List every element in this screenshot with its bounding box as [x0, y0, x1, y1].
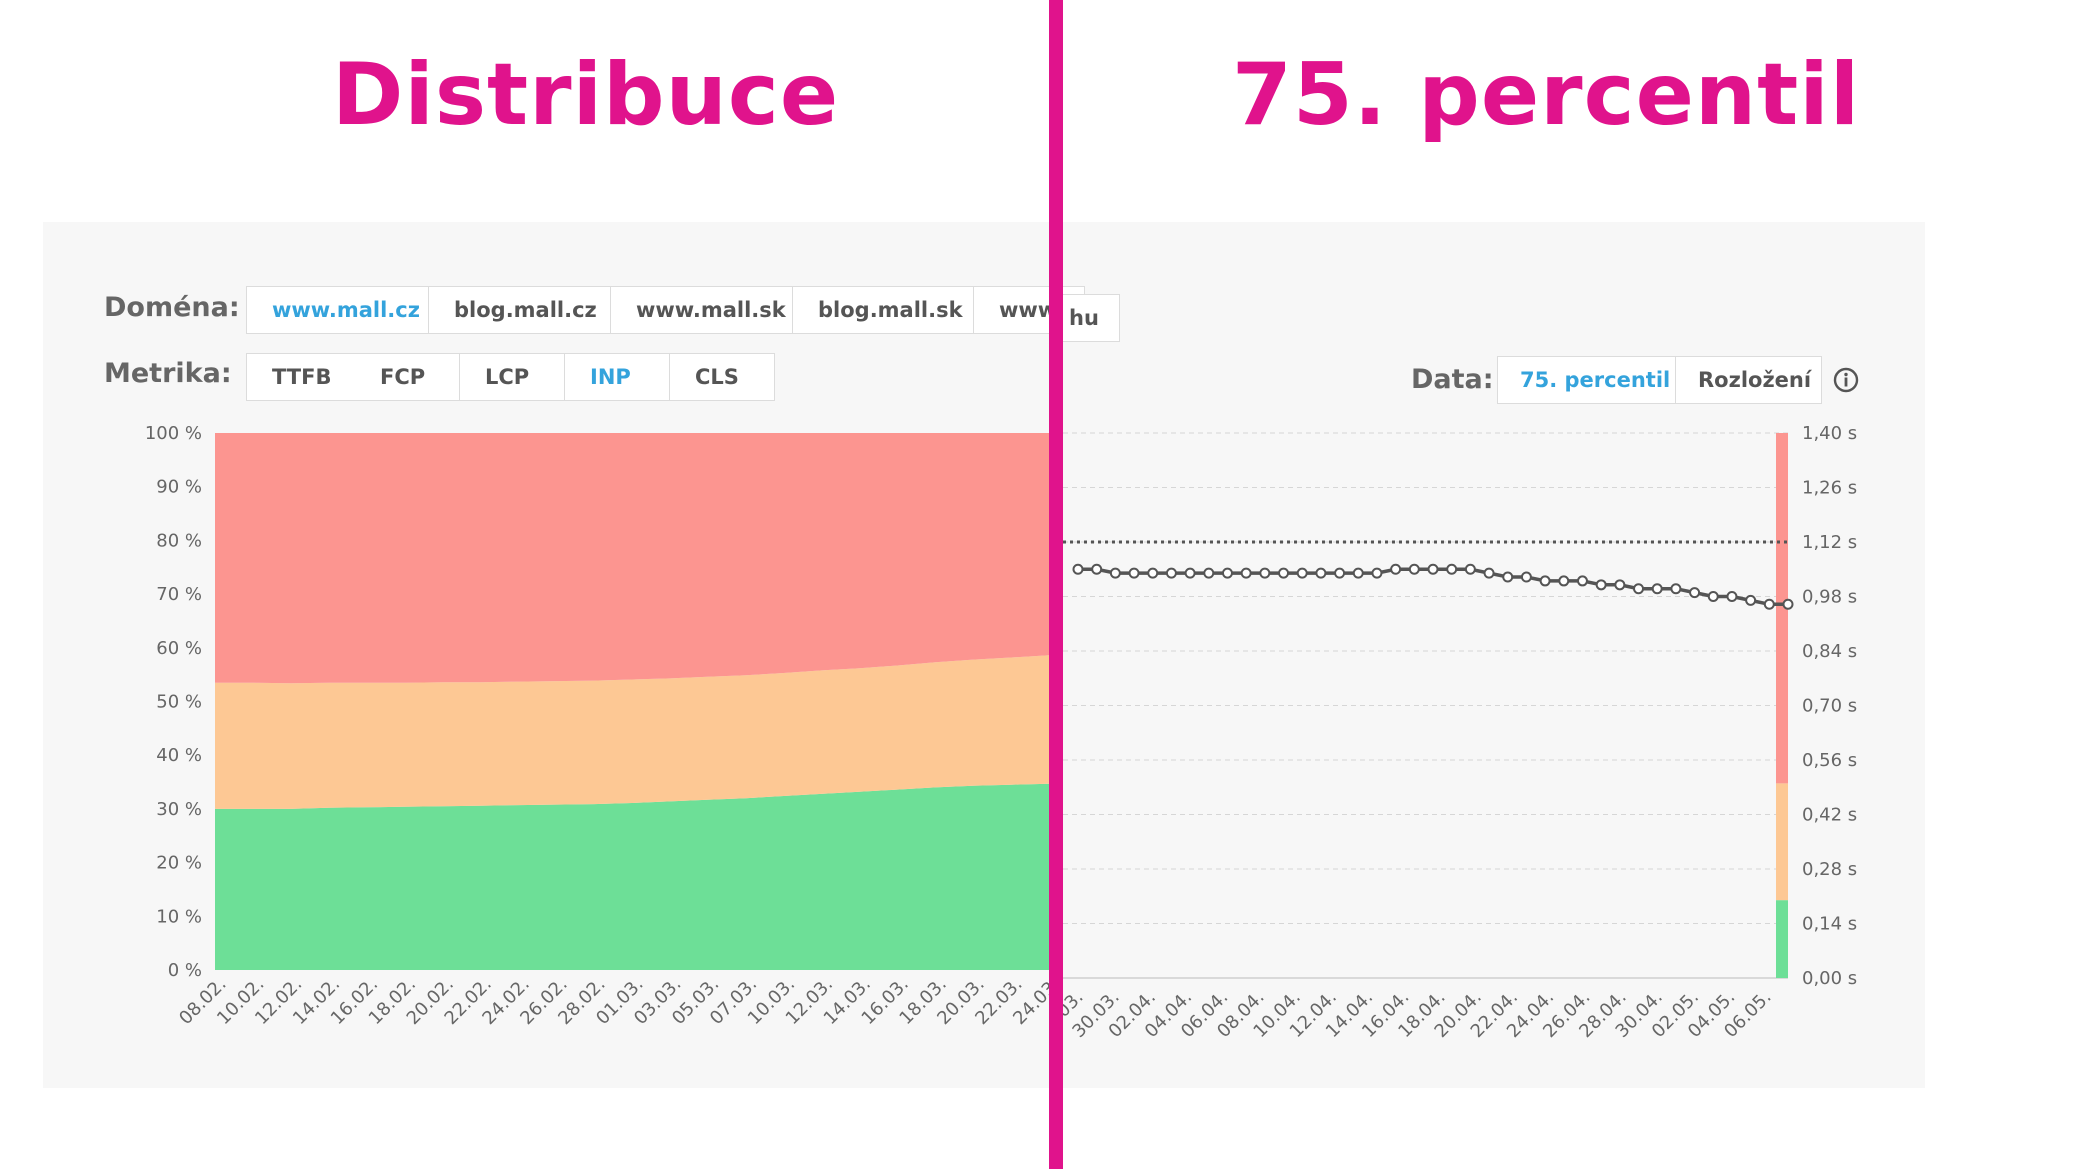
percentile-band-needs-improvement [1776, 783, 1788, 901]
percentile-point [1763, 598, 1775, 610]
percentile-point [1539, 575, 1551, 587]
distribution-area-needs-improvement [215, 655, 1049, 809]
percentile-band-poor [1776, 433, 1788, 784]
percentile-point [1446, 563, 1458, 575]
distribution-area-poor [215, 433, 1049, 684]
distribution-area-good [215, 783, 1049, 970]
distribution-title: Distribuce [332, 45, 840, 145]
distribution-y-tick: 30 % [156, 799, 202, 820]
percentile-y-tick: 1,40 s [1802, 423, 1857, 444]
percentile-title: 75. percentil [1232, 45, 1861, 145]
percentile-y-tick: 1,12 s [1802, 532, 1857, 553]
percentile-point [1165, 567, 1177, 579]
percentile-y-tick: 0,84 s [1802, 641, 1857, 662]
percentile-point [1352, 567, 1364, 579]
percentile-point [1390, 563, 1402, 575]
percentile-point [1670, 583, 1682, 595]
percentile-point [1203, 567, 1215, 579]
domain-option-hu-fragment[interactable]: hu [1063, 294, 1120, 342]
percentile-point [1633, 583, 1645, 595]
percentile-point [1707, 591, 1719, 602]
percentile-point [1278, 567, 1290, 579]
distribution-y-tick: 60 % [156, 638, 202, 659]
domain-option-blog-mall-cz[interactable]: blog.mall.cz [429, 287, 611, 333]
domain-option-www-mall-sk[interactable]: www.mall.sk [611, 287, 793, 333]
percentile-point [1614, 579, 1626, 591]
info-icon[interactable] [1832, 366, 1860, 394]
percentile-y-tick: 0,00 s [1802, 968, 1857, 989]
percentile-y-tick: 0,56 s [1802, 750, 1857, 771]
percentile-point [1147, 567, 1159, 579]
data-label: Data: [1411, 364, 1494, 395]
percentile-point [1221, 567, 1233, 579]
percentile-y-tick: 0,28 s [1802, 859, 1857, 880]
percentile-point [1184, 567, 1196, 579]
percentile-point [1259, 567, 1271, 579]
percentile-point [1483, 567, 1495, 579]
distribution-y-tick: 0 % [168, 960, 202, 981]
percentile-y-tick: 1,26 s [1802, 478, 1857, 499]
percentile-point [1315, 567, 1327, 579]
percentile-point [1745, 594, 1757, 606]
metric-option-cls[interactable]: CLS [670, 354, 774, 400]
domain-option-blog-mall-sk[interactable]: blog.mall.sk [793, 287, 974, 333]
distribution-y-tick: 70 % [156, 584, 202, 605]
percentile-point [1128, 567, 1140, 579]
metric-option-inp[interactable]: INP [565, 354, 670, 400]
metric-option-lcp[interactable]: LCP [460, 354, 565, 400]
data-button-group: 75. percentil Rozložení [1497, 356, 1822, 404]
distribution-y-tick: 10 % [156, 906, 202, 927]
percentile-point [1296, 567, 1308, 579]
data-option-distribution[interactable]: Rozložení [1676, 357, 1821, 403]
percentile-y-tick: 0,42 s [1802, 805, 1857, 826]
percentile-point [1334, 567, 1346, 579]
distribution-y-tick: 100 % [145, 423, 202, 444]
distribution-y-tick: 80 % [156, 530, 202, 551]
metric-label: Metrika: [104, 358, 232, 389]
domain-label: Doména: [104, 292, 240, 323]
percentile-point [1520, 571, 1532, 583]
percentile-point [1595, 579, 1607, 591]
percentile-y-tick: 0,70 s [1802, 696, 1857, 717]
percentile-point [1464, 563, 1476, 575]
percentile-point [1651, 583, 1663, 595]
metric-option-ttfb[interactable]: TTFB [247, 354, 355, 400]
data-option-percentile[interactable]: 75. percentil [1498, 357, 1676, 403]
percentile-point [1689, 587, 1701, 599]
domain-option-www-mall-cz[interactable]: www.mall.cz [247, 287, 429, 333]
percentile-point [1240, 567, 1252, 579]
percentile-point [1558, 575, 1570, 587]
domain-option-hu-fragment-label: hu [1063, 295, 1119, 341]
percentile-point [1408, 563, 1420, 575]
percentile-point [1072, 563, 1084, 575]
percentile-point [1371, 567, 1383, 579]
distribution-y-tick: 40 % [156, 745, 202, 766]
distribution-y-tick: 50 % [156, 692, 202, 713]
percentile-point [1109, 567, 1121, 579]
metric-option-fcp[interactable]: FCP [355, 354, 460, 400]
percentile-y-tick: 0,98 s [1802, 587, 1857, 608]
percentile-point [1782, 598, 1794, 610]
percentile-point [1427, 563, 1439, 575]
percentile-point [1726, 591, 1738, 602]
percentile-point [1576, 575, 1588, 587]
distribution-y-tick: 20 % [156, 853, 202, 874]
distribution-y-tick: 90 % [156, 477, 202, 498]
split-divider [1049, 0, 1063, 1169]
domain-button-group: www.mall.cz blog.mall.cz www.mall.sk blo… [246, 286, 1085, 334]
percentile-point [1091, 563, 1103, 575]
percentile-band-good [1776, 900, 1788, 978]
percentile-point [1502, 571, 1514, 583]
percentile-y-tick: 0,14 s [1802, 914, 1857, 935]
metric-button-group: TTFB FCP LCP INP CLS [246, 353, 775, 401]
